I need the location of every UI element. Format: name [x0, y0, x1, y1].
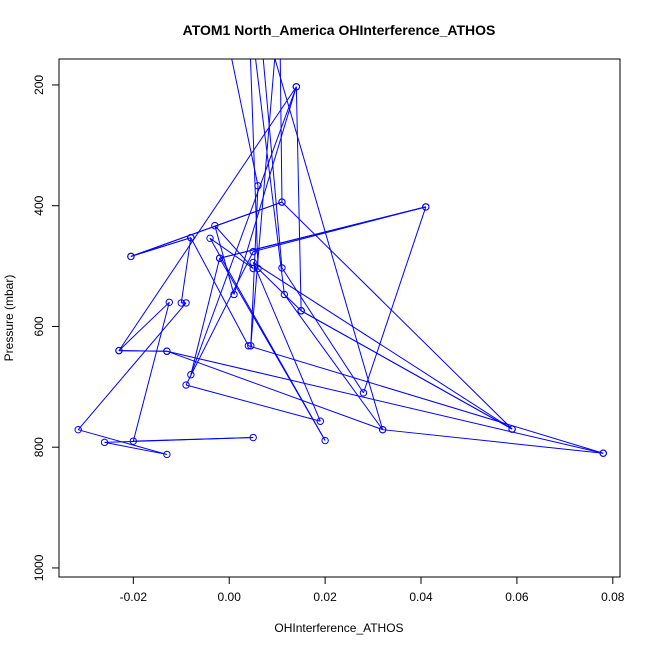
series-line-segment	[104, 441, 167, 455]
x-tick-label: 0.04	[409, 590, 433, 604]
series-line-segment	[382, 429, 604, 454]
data-point	[249, 264, 257, 273]
series-line-segment	[281, 267, 364, 394]
data-point	[115, 346, 123, 355]
data-point	[292, 83, 301, 91]
series-line-segment	[262, 59, 283, 268]
series-line-segment	[166, 350, 604, 454]
data-point	[422, 203, 430, 211]
data-point	[74, 425, 82, 434]
data-point	[254, 264, 262, 273]
series-line-segment	[118, 301, 170, 351]
data-point	[280, 290, 289, 299]
data-point	[249, 247, 257, 256]
x-tick-label: -0.02	[120, 590, 148, 604]
x-axis-label: OHInterference_ATHOS	[274, 621, 403, 635]
series-line-segment	[132, 302, 170, 442]
data-point	[249, 433, 257, 442]
data-point	[182, 381, 190, 389]
data-point	[100, 438, 109, 447]
data-point	[599, 449, 607, 457]
data-point	[211, 221, 219, 230]
y-tick-label: 1000	[32, 554, 46, 581]
series-line-segment	[231, 59, 259, 186]
data-point	[129, 437, 138, 445]
series-line-segment	[133, 437, 254, 442]
data-point	[177, 299, 185, 307]
series-line-segment	[209, 237, 254, 269]
series-line-segment	[295, 86, 302, 311]
series-line-segment	[77, 302, 187, 431]
data-point	[359, 389, 368, 397]
series-line-segment	[249, 59, 259, 269]
series-line-segment	[283, 294, 384, 430]
series-line-segment	[214, 225, 235, 295]
series-line-segment	[185, 251, 254, 386]
data-point	[316, 417, 325, 425]
data-point	[127, 252, 135, 261]
data-point	[321, 436, 329, 445]
series-line-segment	[180, 237, 192, 303]
x-tick-label: 0.06	[505, 590, 529, 604]
data-point	[182, 299, 190, 307]
series-line-segment	[363, 206, 427, 394]
series-line-segment	[185, 384, 321, 422]
data-point	[215, 254, 224, 262]
series-line-segment	[233, 86, 297, 295]
data-point	[163, 347, 171, 355]
series-line-segment	[130, 237, 192, 257]
data-point	[508, 425, 516, 433]
series-line-segment	[190, 258, 221, 375]
y-tick-label: 200	[32, 75, 46, 95]
series-line-segment	[219, 206, 426, 259]
series-line-segment	[190, 237, 249, 347]
series-line-segment	[190, 86, 297, 375]
series-line-segment	[300, 310, 513, 430]
plot-frame	[58, 58, 621, 578]
y-tick-label: 600	[32, 316, 46, 336]
series-line-segment	[274, 59, 384, 430]
series-line-segment	[257, 268, 302, 312]
series-line-segment	[166, 350, 383, 431]
x-tick-label: 0.00	[218, 590, 242, 604]
data-point	[230, 290, 238, 299]
series-line-segment	[209, 238, 326, 441]
series-line-segment	[118, 350, 167, 352]
data-point	[163, 450, 171, 459]
y-tick-label: 400	[32, 195, 46, 215]
y-tick-label: 800	[32, 437, 46, 457]
series-line-segment	[281, 201, 513, 430]
data-point	[278, 264, 286, 272]
data-point	[187, 371, 195, 379]
data-point	[278, 198, 286, 206]
series-line-segment	[214, 225, 254, 269]
data-point	[187, 234, 195, 242]
data-point	[244, 342, 253, 350]
data-point	[206, 234, 214, 243]
series-line-segment	[279, 59, 283, 203]
data-point	[247, 342, 255, 350]
series-line-segment	[252, 262, 321, 422]
chart-title: ATOM1 North_America OHInterference_ATHOS	[183, 22, 496, 38]
data-point	[378, 425, 387, 434]
series-line-segment	[118, 86, 297, 351]
data-point	[165, 298, 173, 307]
x-tick-label: 0.08	[601, 590, 625, 604]
series-line-segment	[248, 345, 604, 454]
series-line-segment	[130, 201, 283, 257]
series-layer	[74, 59, 607, 459]
x-tick-label: 0.02	[313, 590, 337, 604]
data-point	[297, 307, 305, 315]
data-point	[254, 182, 262, 190]
y-axis-label: Pressure (mbar)	[2, 275, 16, 362]
